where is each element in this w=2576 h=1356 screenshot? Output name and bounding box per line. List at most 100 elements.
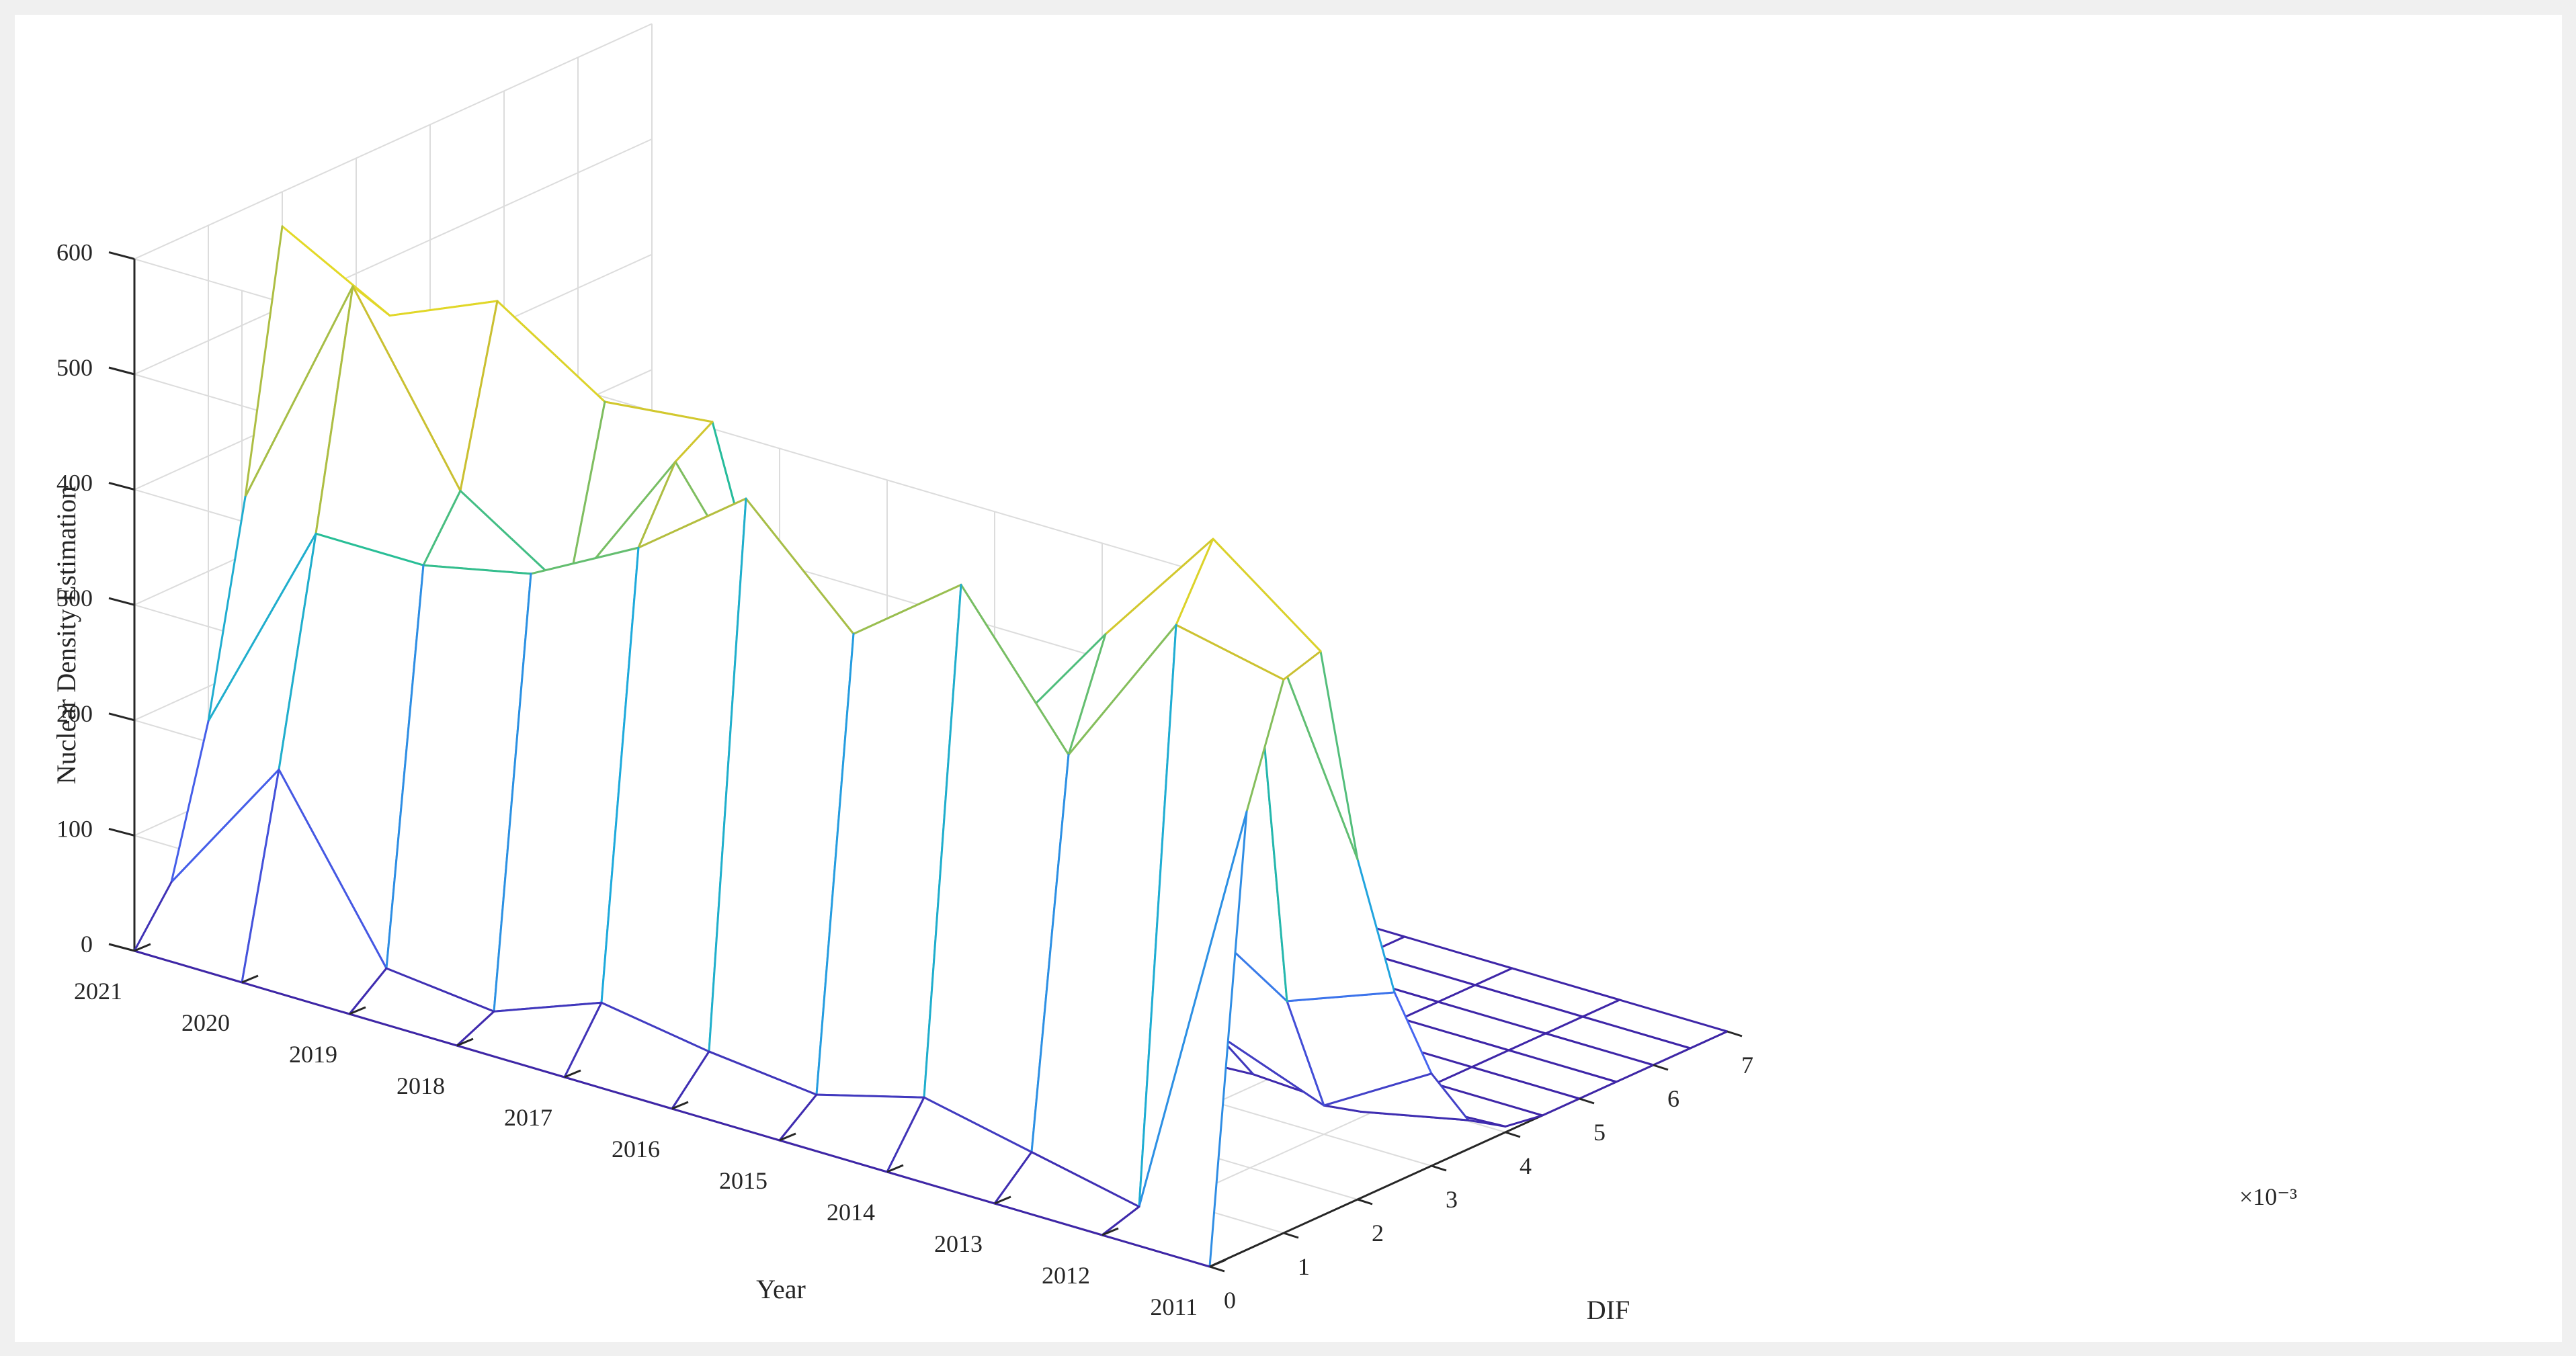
- surface-face: [1102, 811, 1247, 1267]
- y-tick-mark: [134, 943, 151, 952]
- y-tick-mark: [456, 1037, 474, 1047]
- y-tick-label: 2012: [1042, 1262, 1090, 1289]
- mesh-edge: [348, 967, 388, 1015]
- x-tick-label: 3: [1446, 1186, 1458, 1213]
- mesh-edge: [1511, 967, 1621, 1001]
- mesh-edge: [133, 949, 243, 984]
- y-tick-label: 2011: [1150, 1294, 1198, 1320]
- mesh-edge: [1175, 624, 1285, 681]
- surface-face: [1250, 579, 1395, 1001]
- mesh-edge: [708, 497, 747, 1053]
- mesh-edge: [852, 583, 962, 635]
- mesh-edge: [456, 1044, 566, 1078]
- x-tick-label: 2: [1372, 1220, 1384, 1246]
- z-tick-mark: [108, 366, 135, 376]
- mesh-edge: [1437, 1001, 1547, 1035]
- surface-face: [1546, 1017, 1690, 1065]
- y-tick-mark: [1209, 1259, 1227, 1268]
- z-tick-label: 100: [56, 815, 93, 842]
- mesh-edge: [1544, 1015, 1584, 1035]
- mesh-edge: [923, 1096, 1033, 1154]
- surface-face: [565, 1003, 709, 1109]
- surface-face: [316, 286, 460, 566]
- mesh-edge: [1030, 1151, 1140, 1208]
- mesh-edge: [1689, 1030, 1729, 1050]
- mesh-edge: [385, 564, 425, 970]
- mesh-edge: [1578, 1080, 1618, 1100]
- y-tick-mark: [1102, 1227, 1119, 1236]
- mesh-edge: [563, 1076, 673, 1110]
- mesh-edge: [170, 720, 210, 884]
- y-tick-mark: [779, 1132, 796, 1142]
- mesh-edge: [1581, 1015, 1692, 1050]
- mesh-edge: [1544, 1032, 1655, 1066]
- mesh-edge: [708, 1050, 818, 1096]
- surface-face: [780, 1095, 924, 1172]
- mesh-edge: [456, 1010, 495, 1047]
- surface-mesh: [133, 225, 1729, 1268]
- mesh-edge: [745, 497, 855, 635]
- y-tick-label: 2021: [74, 978, 122, 1005]
- surface-face: [817, 585, 961, 1098]
- mesh-edge: [459, 300, 499, 492]
- surface-face: [995, 1152, 1139, 1235]
- z-tick-label: 600: [56, 239, 93, 265]
- mesh-edge: [493, 1001, 603, 1013]
- surface-face: [494, 548, 638, 1012]
- surface-face: [1583, 1000, 1727, 1048]
- mesh-edge: [315, 285, 354, 535]
- mesh-edge: [1212, 538, 1322, 652]
- y-tick-label: 2018: [397, 1072, 445, 1099]
- mesh-edge: [815, 1093, 925, 1099]
- surface-face: [1368, 937, 1512, 985]
- mesh-edge: [1030, 753, 1070, 1154]
- mesh-edge: [886, 1171, 996, 1205]
- x-tick-mark: [1357, 1198, 1373, 1205]
- z-tick-mark: [108, 597, 135, 606]
- mesh-edge: [567, 400, 606, 593]
- mesh-edge: [1400, 1017, 1510, 1052]
- y-tick-label: 2015: [719, 1167, 767, 1194]
- z-gridline-back-wall: [134, 23, 653, 260]
- surface-face: [1287, 992, 1431, 1106]
- z-tick-label: 400: [56, 470, 93, 497]
- mesh-edge: [244, 285, 354, 498]
- mesh-edge: [1400, 1001, 1440, 1020]
- z-tick-label: 300: [56, 585, 93, 611]
- mesh-edge: [278, 532, 317, 771]
- mesh-edge: [1215, 1032, 1325, 1107]
- mesh-edge: [674, 421, 714, 463]
- mesh-edge: [960, 583, 1070, 756]
- mesh-edge: [671, 1107, 781, 1142]
- mesh-edge: [170, 768, 280, 884]
- z-tick-label: 500: [56, 354, 93, 381]
- surface-face: [353, 286, 497, 491]
- mesh-edge: [1104, 538, 1214, 636]
- mesh-edge: [600, 546, 640, 1004]
- mesh-edge: [278, 768, 388, 970]
- mesh-edge: [1393, 991, 1433, 1075]
- x-tick-mark: [1653, 1064, 1669, 1071]
- mesh-edge: [422, 489, 462, 566]
- surface-face: [242, 769, 386, 1014]
- y-tick-label: 2013: [934, 1230, 983, 1257]
- x-tick-mark: [1209, 1265, 1225, 1273]
- mesh-edge: [1323, 1104, 1362, 1113]
- mesh-edge: [1067, 633, 1107, 756]
- tick-labels: 0 1 2 3 4 5 6 7 2011 2012 2013 2014 2015 2016 2017 2018…: [56, 239, 1753, 1320]
- mesh-edge: [388, 300, 499, 317]
- mesh-edge: [923, 583, 962, 1099]
- mesh-edge: [1470, 1049, 1510, 1068]
- z-tick-mark: [108, 482, 135, 491]
- mesh-edge: [244, 225, 284, 498]
- z-tick-label: 200: [56, 700, 93, 727]
- mesh-edge: [1474, 984, 1584, 1018]
- y-tick-label: 2019: [289, 1041, 337, 1068]
- mesh-edge: [1434, 1066, 1473, 1085]
- y-tick-mark: [564, 1069, 581, 1078]
- mesh-edge: [207, 532, 317, 722]
- surface-face: [887, 1097, 1032, 1203]
- surface-face: [1475, 968, 1620, 1017]
- mesh-edge: [778, 1093, 818, 1142]
- mesh-edge: [1437, 984, 1477, 1003]
